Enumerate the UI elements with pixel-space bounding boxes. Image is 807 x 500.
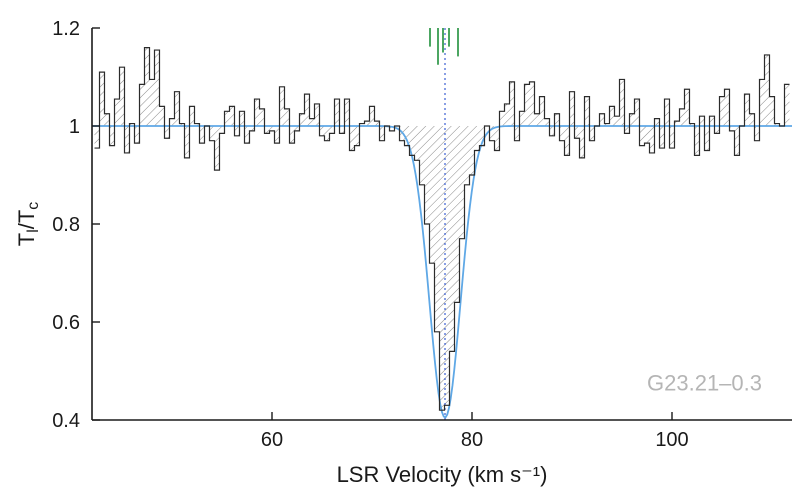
source-annotation: G23.21–0.3 bbox=[647, 371, 762, 396]
x-axis-label: LSR Velocity (km s⁻¹) bbox=[337, 462, 548, 487]
x-tick-label: 80 bbox=[461, 429, 483, 451]
y-tick-label: 1 bbox=[69, 116, 80, 138]
x-tick-label: 60 bbox=[261, 429, 283, 451]
y-tick-label: 0.6 bbox=[52, 312, 80, 334]
spectrum-figure: G23.21–0.3 60 80 100 0.4 0.6 0.8 1 1.2 LSR Veloci… bbox=[0, 0, 807, 500]
y-axis-label: Tl/Tc bbox=[14, 202, 42, 247]
x-tick-label: 100 bbox=[655, 429, 688, 451]
y-tick-label: 0.4 bbox=[52, 410, 80, 432]
y-tick-label: 1.2 bbox=[52, 18, 80, 40]
spectrum-svg: G23.21–0.3 60 80 100 0.4 0.6 0.8 1 1.2 LSR Veloci… bbox=[0, 0, 807, 500]
y-tick-label: 0.8 bbox=[52, 214, 80, 236]
